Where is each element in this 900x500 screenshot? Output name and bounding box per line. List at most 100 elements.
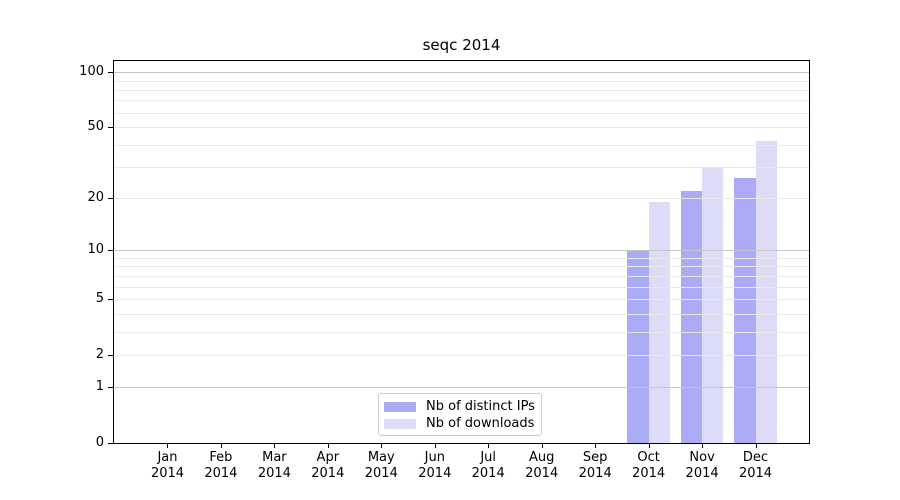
gridline-minor bbox=[114, 127, 809, 128]
gridline-minor bbox=[114, 258, 809, 259]
legend: Nb of distinct IPs Nb of downloads bbox=[378, 393, 542, 436]
gridlines-layer bbox=[114, 61, 809, 443]
x-tick-month: Nov bbox=[689, 450, 715, 465]
y-tick-label: 1 bbox=[95, 379, 104, 395]
x-tick-month: Apr bbox=[316, 450, 340, 465]
x-tick-mark bbox=[381, 444, 382, 448]
y-tick-mark bbox=[108, 387, 113, 388]
x-tick-label-apr-2014: Apr 2014 bbox=[311, 450, 344, 482]
x-tick-label-mar-2014: Mar 2014 bbox=[258, 450, 291, 482]
bar-nb-of-downloads-oct-2014 bbox=[648, 202, 670, 443]
gridline-minor bbox=[114, 332, 809, 333]
chart-title: seqc 2014 bbox=[422, 36, 501, 54]
x-tick-mark bbox=[649, 444, 650, 448]
gridline-minor bbox=[114, 100, 809, 101]
gridline-minor bbox=[114, 145, 809, 146]
gridline-minor bbox=[114, 276, 809, 277]
x-tick-label-feb-2014: Feb 2014 bbox=[204, 450, 237, 482]
bar-nb-of-distinct-ips-dec-2014 bbox=[734, 178, 756, 443]
x-tick-month: Sep bbox=[582, 450, 608, 465]
x-tick-mark bbox=[274, 444, 275, 448]
x-tick-label-aug-2014: Aug 2014 bbox=[525, 450, 558, 482]
y-tick-label: 100 bbox=[79, 64, 104, 80]
x-tick-year: 2014 bbox=[257, 466, 291, 481]
y-tick-mark bbox=[108, 72, 113, 73]
x-tick-month: Dec bbox=[742, 450, 769, 465]
legend-label: Nb of distinct IPs bbox=[426, 398, 535, 414]
gridline-major bbox=[114, 387, 809, 388]
gridline-minor bbox=[114, 167, 809, 168]
x-tick-mark bbox=[221, 444, 222, 448]
x-tick-mark bbox=[328, 444, 329, 448]
y-tick-mark bbox=[108, 299, 113, 300]
y-tick-label: 0 bbox=[95, 435, 104, 450]
x-tick-label-sep-2014: Sep 2014 bbox=[579, 450, 612, 482]
bar-nb-of-downloads-nov-2014 bbox=[702, 167, 724, 443]
x-tick-year: 2014 bbox=[311, 466, 345, 481]
legend-swatch bbox=[384, 401, 416, 412]
x-tick-label-may-2014: May 2014 bbox=[365, 450, 398, 482]
y-tick-label: 50 bbox=[87, 119, 104, 134]
x-tick-mark bbox=[595, 444, 596, 448]
gridline-minor bbox=[114, 355, 809, 356]
bar-nb-of-distinct-ips-nov-2014 bbox=[680, 191, 703, 443]
y-tick-mark bbox=[108, 250, 113, 251]
y-tick-label: 10 bbox=[87, 242, 104, 258]
x-tick-month: Jul bbox=[480, 450, 497, 465]
x-tick-label-oct-2014: Oct 2014 bbox=[632, 450, 665, 482]
y-tick-mark bbox=[108, 443, 113, 444]
x-tick-mark bbox=[702, 444, 703, 448]
gridline-major bbox=[114, 72, 809, 73]
x-tick-month: Mar bbox=[262, 450, 287, 465]
y-tick-label: 20 bbox=[87, 190, 104, 206]
x-tick-mark bbox=[542, 444, 543, 448]
x-tick-month: Jan bbox=[157, 450, 178, 465]
x-tick-month: Aug bbox=[528, 450, 555, 465]
x-tick-year: 2014 bbox=[204, 466, 238, 481]
x-tick-year: 2014 bbox=[685, 466, 719, 481]
x-tick-month: May bbox=[367, 450, 395, 465]
gridline-major bbox=[114, 250, 809, 251]
legend-swatch bbox=[384, 418, 416, 429]
x-tick-month: Oct bbox=[637, 450, 660, 465]
gridline-minor bbox=[114, 314, 809, 315]
gridline-minor bbox=[114, 90, 809, 91]
x-tick-label-jun-2014: Jun 2014 bbox=[418, 450, 451, 482]
x-tick-mark bbox=[167, 444, 168, 448]
x-tick-label-dec-2014: Dec 2014 bbox=[739, 450, 772, 482]
x-tick-label-jan-2014: Jan 2014 bbox=[151, 450, 184, 482]
x-tick-label-nov-2014: Nov 2014 bbox=[686, 450, 719, 482]
x-tick-year: 2014 bbox=[150, 466, 185, 481]
gridline-minor bbox=[114, 287, 809, 288]
legend-item-nb-of-downloads: Nb of downloads bbox=[384, 415, 535, 432]
x-tick-year: 2014 bbox=[632, 466, 666, 481]
x-tick-month: Feb bbox=[209, 450, 233, 465]
bars-layer bbox=[114, 61, 809, 443]
y-tick-label: 2 bbox=[95, 346, 104, 362]
gridline-minor bbox=[114, 266, 809, 267]
x-tick-mark bbox=[435, 444, 436, 448]
x-tick-mark bbox=[756, 444, 757, 448]
x-tick-year: 2014 bbox=[738, 466, 773, 481]
y-tick-mark bbox=[108, 127, 113, 128]
legend-item-nb-of-distinct-ips: Nb of distinct IPs bbox=[384, 398, 535, 415]
gridline-minor bbox=[114, 81, 809, 82]
gridline-minor bbox=[114, 198, 809, 199]
y-tick-mark bbox=[108, 198, 113, 199]
x-tick-mark bbox=[488, 444, 489, 448]
gridline-minor bbox=[114, 299, 809, 300]
x-tick-year: 2014 bbox=[364, 466, 398, 481]
y-tick-label: 5 bbox=[95, 291, 104, 306]
x-tick-year: 2014 bbox=[418, 466, 452, 481]
gridline-minor bbox=[114, 113, 809, 114]
bar-nb-of-distinct-ips-oct-2014 bbox=[627, 250, 649, 443]
x-tick-year: 2014 bbox=[578, 466, 612, 481]
x-tick-year: 2014 bbox=[471, 466, 505, 481]
x-tick-year: 2014 bbox=[525, 466, 559, 481]
x-tick-label-jul-2014: Jul 2014 bbox=[472, 450, 505, 482]
plot-area: Nb of distinct IPs Nb of downloads bbox=[113, 60, 810, 444]
legend-label: Nb of downloads bbox=[426, 415, 535, 431]
x-tick-month: Jun bbox=[424, 450, 445, 465]
bar-nb-of-downloads-dec-2014 bbox=[755, 140, 777, 443]
